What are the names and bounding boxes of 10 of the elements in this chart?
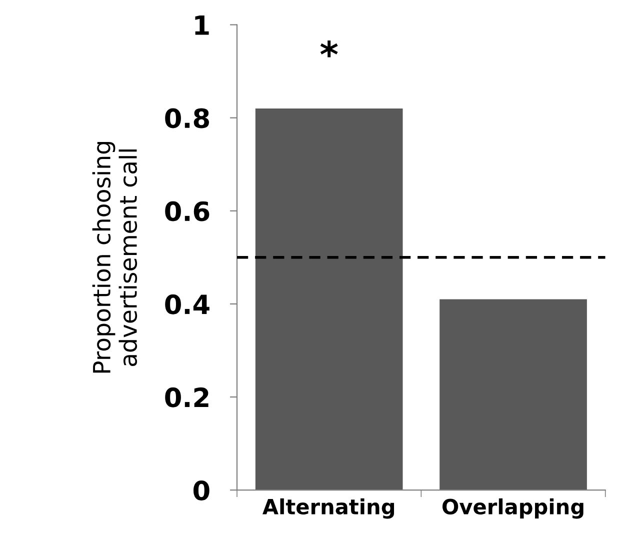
y-tick-label: 0 [194, 480, 210, 500]
annotation: * [320, 40, 338, 58]
y-tick-label: 0.2 [165, 387, 208, 408]
x-tick-label: Overlapping [442, 498, 584, 519]
y-tick-label: 1 [195, 16, 209, 35]
y-tick-label: 0.6 [165, 201, 210, 222]
y-tick-label: 0.4 [165, 294, 210, 314]
y-tick-label: 0.8 [165, 108, 209, 128]
y-axis-title: Proportion choosing advertisement call [92, 142, 138, 373]
x-tick-label: Alternating [262, 498, 394, 519]
